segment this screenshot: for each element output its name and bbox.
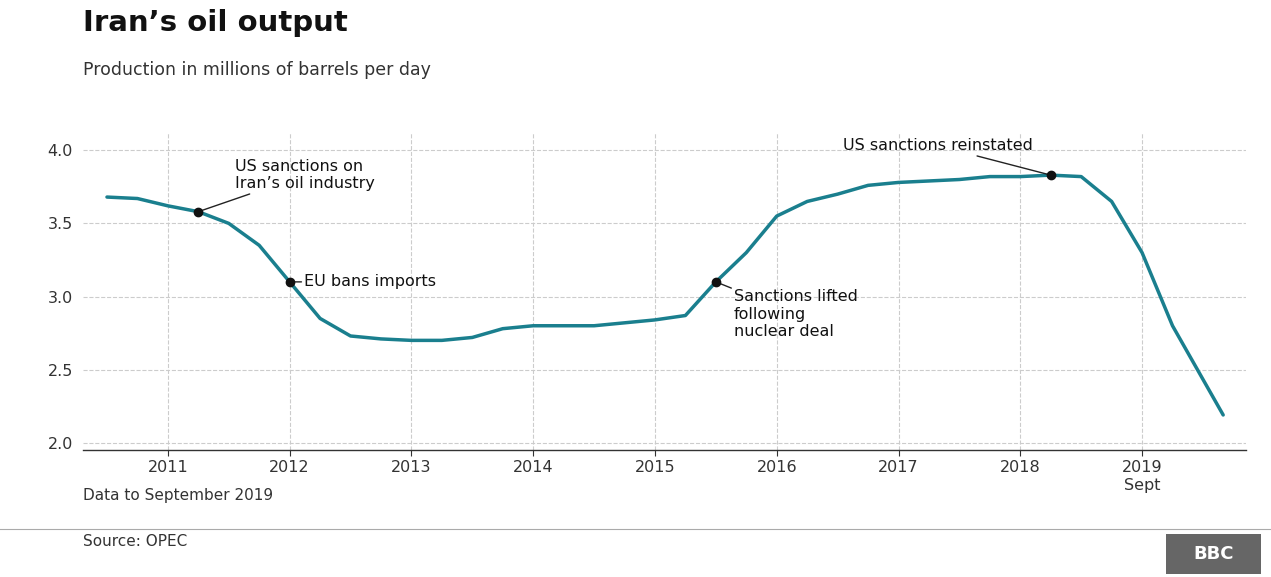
Text: US sanctions on
Iran’s oil industry: US sanctions on Iran’s oil industry [198,159,375,212]
Text: EU bans imports: EU bans imports [290,275,436,290]
Text: Iran’s oil output: Iran’s oil output [83,9,347,37]
Text: Source: OPEC: Source: OPEC [83,534,187,549]
Text: Data to September 2019: Data to September 2019 [83,488,273,503]
Text: US sanctions reinstated: US sanctions reinstated [843,138,1051,175]
Text: BBC: BBC [1193,545,1233,563]
Text: Sanctions lifted
following
nuclear deal: Sanctions lifted following nuclear deal [716,282,858,339]
Text: Production in millions of barrels per day: Production in millions of barrels per da… [83,61,431,78]
